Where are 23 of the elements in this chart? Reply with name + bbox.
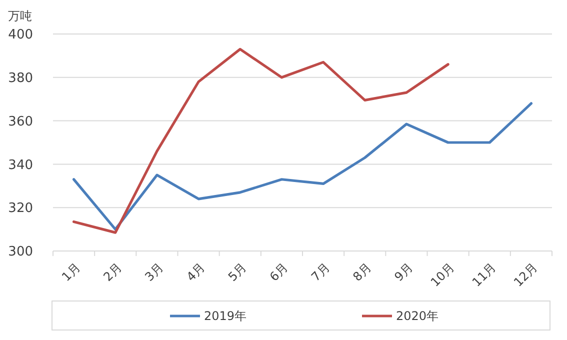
- line-series: [72, 102, 533, 231]
- x-tick-label: 9月: [392, 260, 416, 284]
- line-series: [72, 48, 450, 234]
- x-tick-label: 8月: [350, 260, 374, 284]
- x-tick-label: 1月: [59, 260, 83, 284]
- legend-label: 2019年: [204, 309, 247, 324]
- y-tick-label: 340: [8, 158, 33, 173]
- y-tick-label: 300: [8, 244, 33, 260]
- y-tick-label: 380: [8, 70, 33, 86]
- y-axis-title: 万吨: [8, 9, 32, 23]
- y-tick-label: 320: [8, 201, 33, 216]
- x-tick-label: 7月: [308, 260, 332, 284]
- x-tick-label: 3月: [142, 260, 166, 284]
- x-tick-label: 5月: [225, 260, 250, 284]
- x-tick-label: 4月: [184, 260, 208, 284]
- x-tick-label: 11月: [470, 260, 499, 290]
- y-tick-label: 360: [8, 114, 33, 130]
- x-tick-label: 6月: [267, 260, 291, 284]
- legend-label: 2020年: [396, 309, 439, 324]
- y-tick-label: 400: [8, 28, 33, 43]
- x-tick-label: 10月: [428, 260, 458, 290]
- x-tick-label: 2月: [100, 260, 124, 284]
- x-tick-label: 12月: [511, 260, 540, 290]
